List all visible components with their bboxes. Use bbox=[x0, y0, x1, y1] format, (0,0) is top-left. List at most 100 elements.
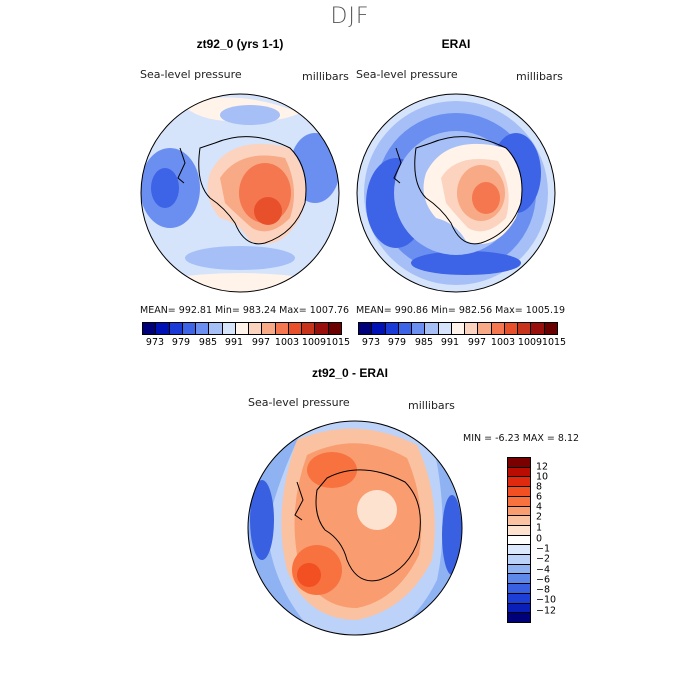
colorbar-tick: −8 bbox=[536, 584, 551, 596]
panel-3-title: zt92_0 - ERAI bbox=[311, 366, 389, 380]
colorbar-swatch bbox=[508, 603, 530, 614]
colorbar-swatch bbox=[302, 323, 316, 334]
colorbar-swatch bbox=[372, 323, 386, 334]
colorbar-tick: 985 bbox=[198, 337, 218, 348]
difference-colorbar-ticks: 12 10 8 6 4 2 1 0 −1 −2 −4 −6 −8 −10 −12 bbox=[536, 457, 576, 621]
colorbar-tick: −4 bbox=[536, 564, 551, 576]
colorbar-swatch bbox=[359, 323, 373, 334]
panel-3-variable-label: Sea-level pressure bbox=[248, 396, 350, 409]
colorbar-tick: 1 bbox=[536, 522, 543, 534]
colorbar-swatch bbox=[508, 467, 530, 478]
colorbar-swatch bbox=[262, 323, 276, 334]
colorbar-swatch bbox=[315, 323, 329, 334]
panel-3-map bbox=[247, 420, 463, 636]
colorbar-swatch bbox=[508, 516, 530, 526]
colorbar-swatch bbox=[508, 477, 530, 488]
colorbar-swatch bbox=[508, 545, 530, 556]
season-title: DJF bbox=[330, 4, 370, 29]
colorbar-tick: 997 bbox=[467, 337, 487, 348]
colorbar-swatch bbox=[385, 323, 399, 334]
colorbar-tick: 1009 bbox=[301, 337, 327, 348]
colorbar-tick: −1 bbox=[536, 543, 551, 555]
colorbar-swatch bbox=[156, 323, 170, 334]
colorbar-tick: 985 bbox=[414, 337, 434, 348]
colorbar-swatch bbox=[504, 323, 519, 334]
colorbar-swatch bbox=[328, 323, 341, 334]
colorbar-swatch bbox=[182, 323, 197, 334]
colorbar-swatch bbox=[491, 323, 505, 334]
colorbar-swatch bbox=[508, 555, 530, 565]
colorbar-swatch bbox=[169, 323, 183, 334]
colorbar-tick: 979 bbox=[171, 337, 191, 348]
panel-1-title: zt92_0 (yrs 1-1) bbox=[196, 37, 284, 51]
colorbar-tick: 10 bbox=[536, 471, 549, 483]
colorbar-tick: 8 bbox=[536, 481, 543, 493]
colorbar-swatch bbox=[508, 487, 530, 497]
colorbar-swatch bbox=[288, 323, 303, 334]
colorbar-swatch bbox=[412, 323, 426, 334]
colorbar-swatch bbox=[275, 323, 289, 334]
colorbar-swatch bbox=[196, 323, 210, 334]
panel-1-units-label: millibars bbox=[302, 70, 349, 83]
colorbar-tick: −2 bbox=[536, 553, 551, 565]
colorbar-tick: 973 bbox=[361, 337, 381, 348]
colorbar-swatch bbox=[438, 323, 452, 334]
colorbar-swatch bbox=[508, 458, 530, 468]
colorbar-tick: 2 bbox=[536, 511, 543, 523]
panel-2-title: ERAI bbox=[441, 37, 471, 51]
colorbar-tick: −10 bbox=[536, 594, 557, 606]
colorbar-swatch bbox=[235, 323, 250, 334]
colorbar-swatch bbox=[508, 535, 530, 546]
colorbar-swatch bbox=[143, 323, 157, 334]
colorbar-tick: −6 bbox=[536, 574, 551, 586]
panel-2-stats: MEAN= 990.86 Min= 982.56 Max= 1005.19 bbox=[356, 305, 566, 316]
colorbar-tick: 6 bbox=[536, 491, 543, 503]
panel-2-colorbar-ticks: 973 979 985 991 997 1003 1009 1015 bbox=[358, 337, 566, 349]
colorbar-swatch bbox=[465, 323, 479, 334]
colorbar-swatch bbox=[222, 323, 236, 334]
colorbar-swatch bbox=[209, 323, 223, 334]
colorbar-swatch bbox=[249, 323, 263, 334]
colorbar-tick: 1015 bbox=[325, 337, 351, 348]
colorbar-swatch bbox=[518, 323, 532, 334]
panel-2-colorbar bbox=[358, 322, 558, 335]
colorbar-tick: 0 bbox=[536, 533, 543, 545]
panel-1-map bbox=[140, 93, 340, 293]
panel-2-units-label: millibars bbox=[516, 70, 563, 83]
colorbar-swatch bbox=[508, 496, 530, 507]
colorbar-swatch bbox=[478, 323, 492, 334]
colorbar-tick: 4 bbox=[536, 501, 543, 513]
colorbar-tick: 1003 bbox=[490, 337, 516, 348]
colorbar-tick: 991 bbox=[440, 337, 460, 348]
panel-1-colorbar-ticks: 973 979 985 991 997 1003 1009 1015 bbox=[142, 337, 350, 349]
colorbar-swatch bbox=[508, 613, 530, 622]
colorbar-swatch bbox=[531, 323, 545, 334]
colorbar-tick: 979 bbox=[387, 337, 407, 348]
colorbar-swatch bbox=[508, 564, 530, 575]
colorbar-swatch bbox=[508, 574, 530, 585]
panel-1-stats: MEAN= 992.81 Min= 983.24 Max= 1007.76 bbox=[140, 305, 350, 316]
colorbar-swatch bbox=[508, 584, 530, 594]
colorbar-tick: 997 bbox=[251, 337, 271, 348]
panel-3-units-label: millibars bbox=[408, 399, 455, 412]
panel-1-colorbar bbox=[142, 322, 342, 335]
colorbar-tick: 1015 bbox=[541, 337, 567, 348]
colorbar-swatch bbox=[544, 323, 557, 334]
panel-1-variable-label: Sea-level pressure bbox=[140, 68, 242, 81]
panel-2-map bbox=[356, 93, 556, 293]
colorbar-tick: 991 bbox=[224, 337, 244, 348]
colorbar-swatch bbox=[508, 506, 530, 517]
colorbar-swatch bbox=[425, 323, 439, 334]
panel-3-stats: MIN = -6.23 MAX = 8.12 bbox=[463, 433, 580, 444]
panel-2-variable-label: Sea-level pressure bbox=[356, 68, 458, 81]
difference-colorbar bbox=[507, 457, 531, 623]
colorbar-tick: 973 bbox=[145, 337, 165, 348]
colorbar-swatch bbox=[508, 525, 530, 536]
colorbar-tick: −12 bbox=[536, 605, 557, 617]
colorbar-tick: 1003 bbox=[274, 337, 300, 348]
colorbar-tick: 1009 bbox=[517, 337, 543, 348]
colorbar-swatch bbox=[398, 323, 413, 334]
colorbar-swatch bbox=[508, 593, 530, 604]
colorbar-tick: 12 bbox=[536, 461, 549, 473]
colorbar-swatch bbox=[451, 323, 466, 334]
